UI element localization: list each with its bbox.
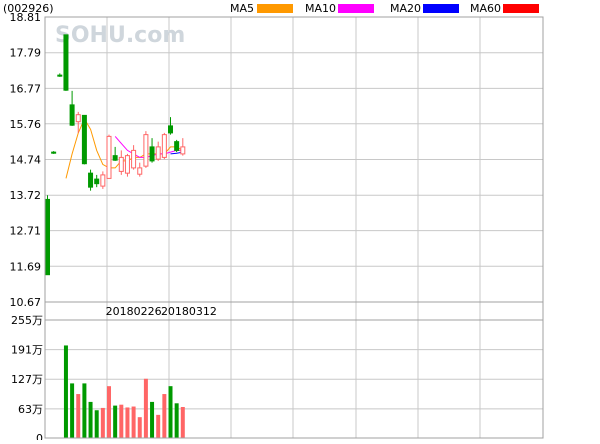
legend-swatch [423, 4, 459, 13]
candle-body-down [149, 146, 155, 162]
outer-frame [44, 16, 544, 439]
price-tick-label: 18.81 [10, 11, 42, 24]
volume-bar-up [162, 394, 167, 438]
volume-bar-up [156, 414, 161, 438]
legend-swatch [257, 4, 293, 13]
chart-frame [44, 16, 544, 439]
legend-label: MA5 [230, 2, 254, 15]
volume-bar-up [125, 407, 130, 438]
candle-body-down [69, 104, 75, 126]
volume-bar-down [168, 386, 173, 438]
date-axis: 20180226 20180312 [106, 305, 217, 318]
candlestick-series [45, 34, 186, 276]
candle-body-down [45, 198, 50, 276]
candle-body-down [57, 74, 63, 77]
legend-label: MA20 [390, 2, 421, 15]
candle-body-up [118, 156, 124, 172]
candle-body-up [124, 155, 130, 174]
volume-bar-down [70, 383, 75, 438]
volume-bar-down [94, 410, 99, 438]
candle-body-up [100, 174, 106, 187]
price-tick-label: 10.67 [10, 296, 42, 309]
volume-bar-down [88, 401, 93, 438]
price-tick-label: 13.72 [10, 189, 42, 202]
date-tick-label: 20180312 [161, 305, 217, 318]
volume-tick-label: 191万 [11, 344, 43, 357]
price-tick-label: 11.69 [10, 260, 42, 273]
volume-bar-up [137, 417, 142, 438]
volume-bar-up [143, 378, 148, 438]
date-tick-label: 20180226 [106, 305, 162, 318]
candle-body-up [106, 135, 112, 179]
volume-axis: 255万 191万 127万 63万 0 [11, 314, 43, 444]
price-tick-label: 12.71 [10, 225, 42, 238]
volume-tick-label: 127万 [11, 373, 43, 386]
candle-body-down [168, 125, 173, 134]
price-tick-label: 14.74 [10, 154, 42, 167]
candle-body-up [131, 149, 137, 169]
volume-bar-down [113, 405, 118, 438]
legend: MA5 MA10 MA20 MA60 [230, 2, 539, 15]
volume-tick-label: 255万 [11, 314, 43, 327]
candle-body-down [112, 155, 118, 161]
price-tick-label: 15.76 [10, 118, 42, 131]
price-tick-label: 16.77 [10, 82, 42, 95]
candle-body-down [88, 172, 94, 188]
volume-bar-up [107, 386, 111, 438]
volume-bar-up [100, 407, 105, 438]
volume-bar-up [76, 394, 81, 438]
candle-body-up [161, 134, 167, 158]
candle-body-down [81, 114, 87, 165]
candle-body-down [94, 178, 100, 185]
stock-code-label: (002926) [3, 2, 54, 15]
candle-body-down [51, 151, 57, 154]
candle-body-up [137, 167, 143, 175]
volume-bar-down [150, 401, 155, 438]
volume-bar-down [82, 383, 87, 438]
legend-label: MA10 [305, 2, 336, 15]
ma10-line [114, 136, 183, 158]
volume-bar-up [131, 406, 136, 438]
volume-bars [63, 345, 185, 438]
volume-tick-label: 63万 [18, 403, 43, 416]
price-tick-label: 17.79 [10, 47, 42, 60]
volume-bar-up [180, 406, 185, 438]
candle-body-up [155, 146, 161, 160]
candle-body-down [63, 34, 69, 91]
legend-swatch [503, 4, 539, 13]
candle-body-up [143, 134, 149, 167]
candle-body-up [180, 146, 186, 155]
price-axis: 18.81 17.79 16.77 15.76 14.74 13.72 12.71 11.69… [10, 11, 42, 309]
candle-body-down [174, 141, 180, 151]
volume-bar-down [63, 345, 68, 438]
volume-bar-down [174, 403, 179, 438]
volume-tick-label: 0 [36, 432, 43, 440]
legend-swatch [338, 4, 374, 13]
legend-label: MA60 [470, 2, 501, 15]
watermark-text: SOHU.com [55, 23, 185, 48]
volume-bar-up [119, 404, 124, 438]
candle-body-up [75, 114, 81, 123]
